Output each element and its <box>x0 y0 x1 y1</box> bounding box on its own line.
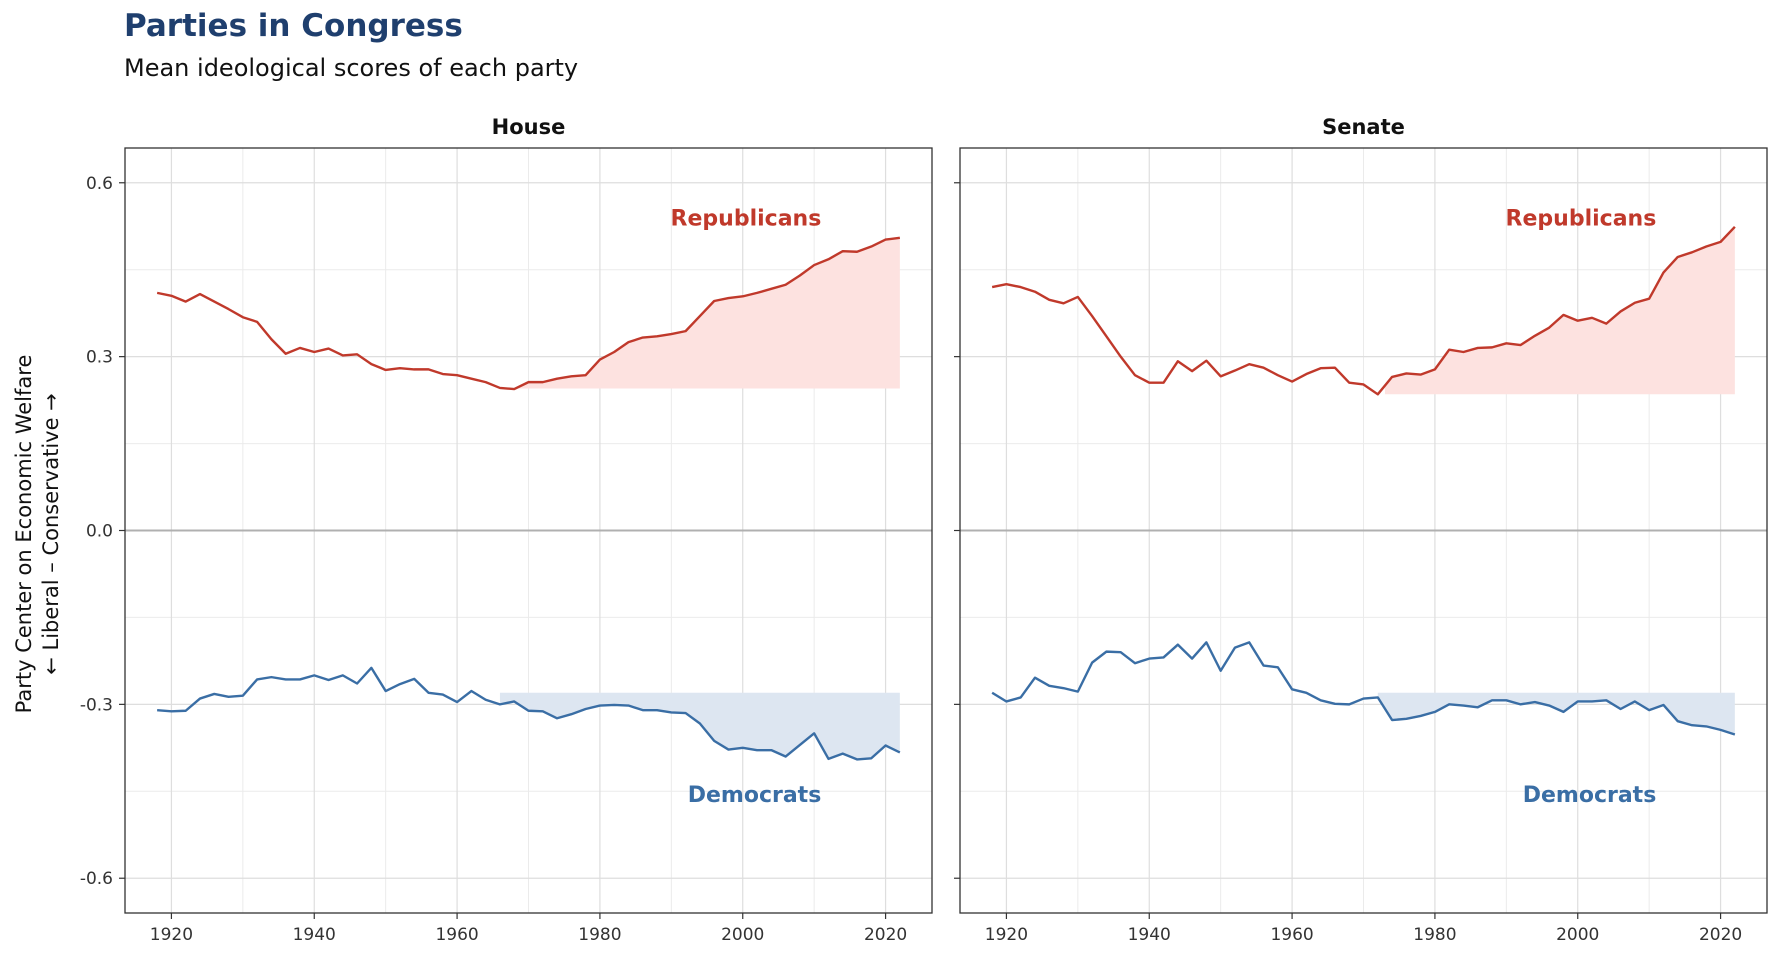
x-tick-label: 1980 <box>1413 925 1456 945</box>
x-tick-label: 1940 <box>1128 925 1171 945</box>
y-tick-label: 0.0 <box>86 522 113 542</box>
series-line-democrats <box>991 641 1736 736</box>
series-area-democrats <box>499 692 900 760</box>
panel-house: Republicans Democrats House 1920 1940 1960 198… <box>80 115 933 945</box>
series-area-republicans <box>1384 226 1735 395</box>
y-tick-label: 0.6 <box>86 174 113 194</box>
x-tick-label: 1920 <box>150 925 193 945</box>
x-tick-label: 1960 <box>1270 925 1313 945</box>
chart-title: Parties in Congress <box>124 8 463 44</box>
x-tick-label: 1940 <box>293 925 336 945</box>
x-tick-label: 1980 <box>578 925 621 945</box>
y-axis-label-line1: Party Center on Economic Welfare <box>12 355 36 714</box>
facet-title-house: House <box>492 115 566 139</box>
x-tick-label: 2000 <box>721 925 764 945</box>
panel-senate: Republicans Democrats Senate 1920 1940 1960 19… <box>954 115 1768 945</box>
facet-title-senate: Senate <box>1322 115 1405 139</box>
x-tick-label: 1920 <box>985 925 1028 945</box>
chart-subtitle: Mean ideological scores of each party <box>124 54 579 82</box>
series-label-democrats: Democrats <box>688 783 822 808</box>
series-label-republicans: Republicans <box>1506 207 1657 232</box>
y-tick-label: 0.3 <box>86 348 113 368</box>
series-label-republicans: Republicans <box>671 207 822 232</box>
series-line-democrats <box>157 666 901 761</box>
y-tick-label: -0.3 <box>80 695 113 715</box>
series-label-democrats: Democrats <box>1523 783 1657 808</box>
series-line-republicans <box>991 225 1736 396</box>
x-tick-label: 1960 <box>435 925 478 945</box>
x-tick-label: 2000 <box>1556 925 1599 945</box>
y-axis-label: Party Center on Economic Welfare ← Liber… <box>12 355 63 714</box>
y-tick-label: -0.6 <box>80 869 113 889</box>
x-tick-label: 2020 <box>1699 925 1742 945</box>
y-axis-label-line2: ← Liberal – Conservative → <box>39 393 63 675</box>
series-area-democrats <box>1377 692 1735 735</box>
series-line-republicans <box>156 236 901 391</box>
x-tick-label: 2020 <box>864 925 907 945</box>
